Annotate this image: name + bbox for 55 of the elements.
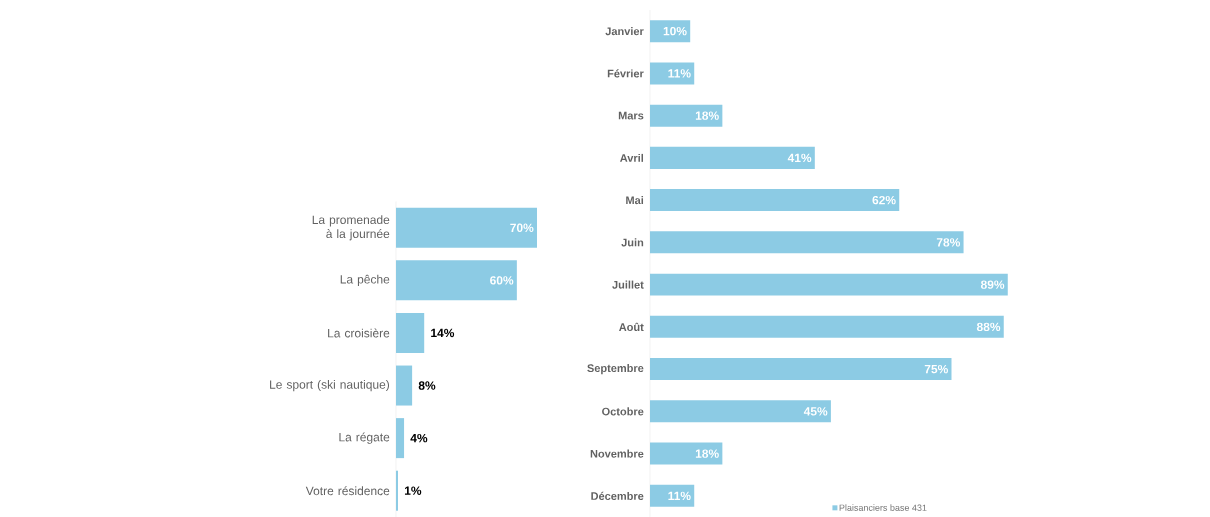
bar [396,417,405,458]
data-label: 62% [872,195,896,205]
y-tick-label: La croisière [328,328,390,338]
y-tick-label: Février [607,69,644,78]
data-label: 11% [668,491,691,500]
y-tick-label: La régate [339,432,390,444]
y-tick-label: Octobre [602,407,644,416]
data-label: 10% [663,26,687,36]
data-label: 45% [803,406,828,416]
data-label: 18% [695,449,719,458]
y-tick-label: La pêche [340,274,390,286]
y-tick-label: Septembre [587,363,644,375]
y-tick-label: Le sport (ski nautique) [270,379,390,391]
data-label: 14% [431,328,455,337]
legend-label: Plaisanciers base 431 [839,504,927,511]
data-label: 88% [976,322,1001,331]
bar [396,312,425,353]
bar [396,365,413,406]
y-tick-label: Mai [626,195,644,204]
data-label: 60% [490,275,514,285]
data-label: 4% [410,433,428,443]
bar [650,273,1008,296]
bar [650,315,1004,338]
bar [396,260,517,301]
bar [650,484,695,507]
y-tick-label: Avril [620,153,644,162]
y-tick-label: Votre résidence [305,486,390,495]
y-tick-label: Juillet [612,280,644,289]
bar [396,207,537,248]
bar [650,104,723,127]
y-tick-label: Janvier [605,26,644,35]
data-label: 11% [668,68,691,78]
y-tick-label: Novembre [590,449,644,458]
data-label: 41% [787,153,812,162]
y-tick-label: Août [619,322,644,331]
data-label: 8% [418,381,436,390]
bar [396,470,399,511]
y-tick-label: Mars [618,111,644,120]
y-tick-label: Juin [621,238,644,247]
data-label: 89% [980,280,1005,289]
bar [650,188,900,211]
bar [650,357,952,380]
bar [650,19,691,42]
data-label: 78% [936,237,961,247]
data-label: 1% [404,486,422,495]
bar [650,442,723,465]
bar [650,146,815,169]
bar [650,62,695,85]
y-tick-label: Décembre [591,491,644,500]
y-tick-label: La promenade à la journée [312,215,390,241]
data-label: 18% [695,111,719,120]
bar [650,231,964,254]
data-label: 75% [924,364,948,374]
data-label: 70% [510,223,534,232]
bar [650,400,831,423]
